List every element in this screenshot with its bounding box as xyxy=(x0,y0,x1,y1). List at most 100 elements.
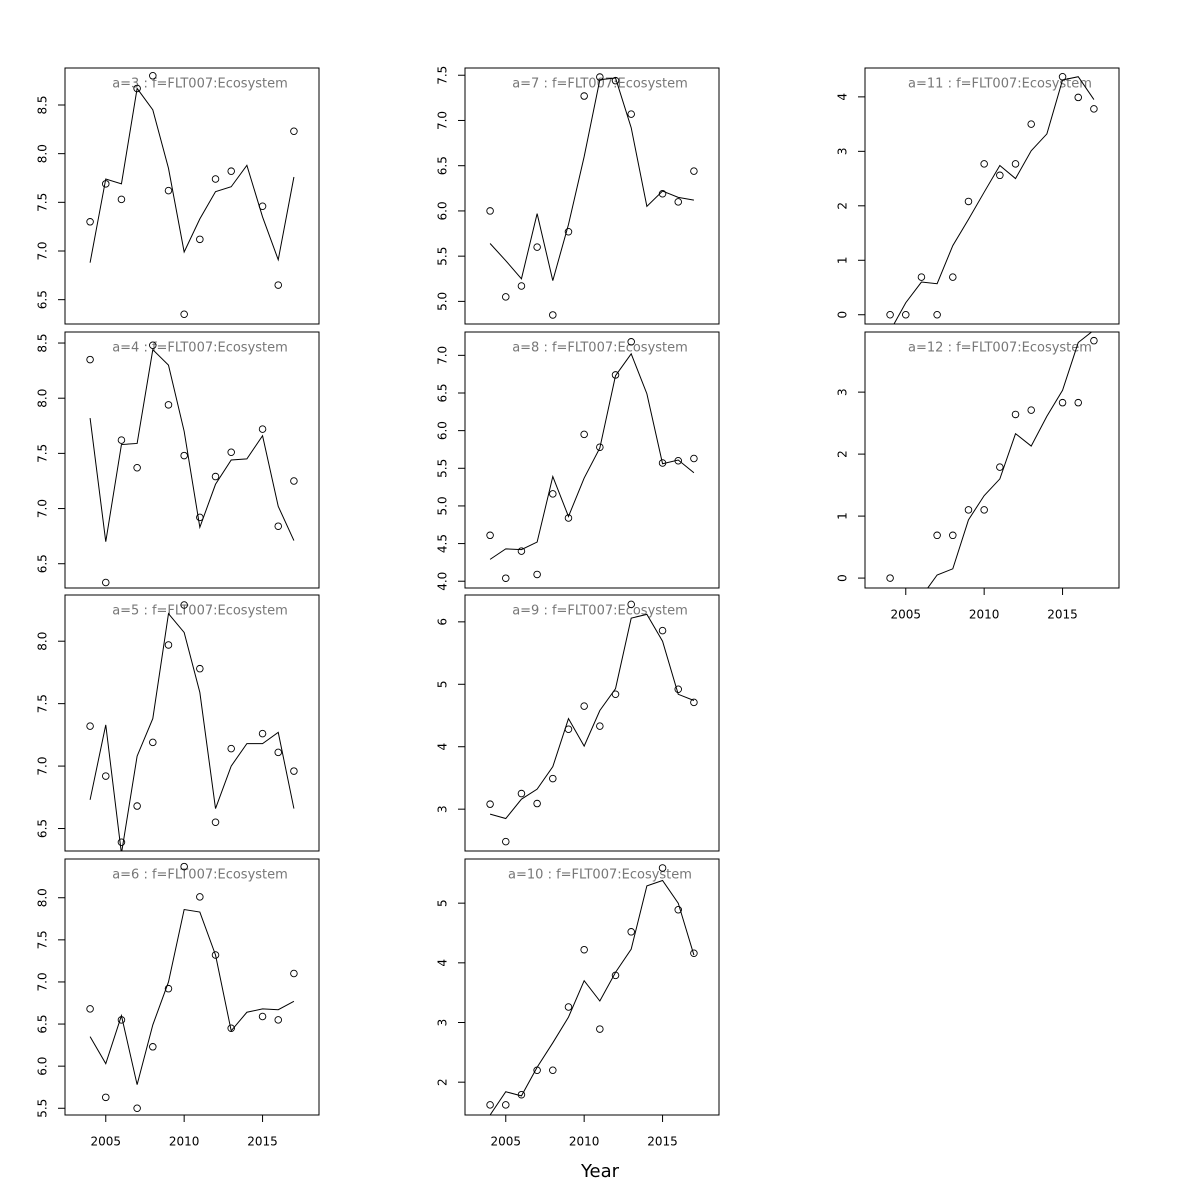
fit-line xyxy=(89,612,295,851)
data-point xyxy=(180,451,188,460)
panel: a=10 : f=FLT007:Ecosystem 2 3 4 5 2005 2010 201… xyxy=(436,858,720,1149)
y-tick-label: 6 xyxy=(436,618,450,626)
data-point xyxy=(502,293,510,301)
y-tick-label: 7.0 xyxy=(36,499,50,518)
data-point xyxy=(274,522,282,530)
fit-line xyxy=(89,87,295,263)
panel-title: a=10 : f=FLT007:Ecosystem xyxy=(508,868,692,883)
y-tick-label: 5 xyxy=(436,899,450,907)
data-point xyxy=(627,928,635,936)
data-point xyxy=(258,425,267,433)
data-point xyxy=(164,401,173,409)
y-tick-label: 7.0 xyxy=(36,972,50,991)
x-tick-label: 2015 xyxy=(247,1135,278,1149)
data-point xyxy=(549,1066,557,1074)
y-tick-label: 2 xyxy=(836,450,850,458)
x-tick-label: 2015 xyxy=(1047,608,1078,622)
data-point xyxy=(627,338,635,346)
data-point xyxy=(133,802,141,810)
panel-title: a=12 : f=FLT007:Ecosystem xyxy=(908,341,1092,356)
y-tick-label: 8.0 xyxy=(36,144,50,163)
x-tick-label: 2005 xyxy=(890,608,921,622)
data-point xyxy=(1074,398,1082,407)
y-tick-label: 7.5 xyxy=(36,930,50,949)
data-point xyxy=(690,698,698,707)
data-point xyxy=(690,454,698,463)
panel-title: a=3 : f=FLT007:Ecosystem xyxy=(112,77,288,92)
data-point xyxy=(180,310,188,319)
data-point xyxy=(564,227,573,236)
y-tick-label: 7.5 xyxy=(36,694,50,713)
data-point xyxy=(502,837,510,846)
data-point xyxy=(658,626,667,635)
y-tick-label: 2 xyxy=(836,202,850,210)
panel-title: a=9 : f=FLT007:Ecosystem xyxy=(512,604,688,619)
panel: a=5 : f=FLT007:Ecosystem 6.5 7.0 7.5 8.0 xyxy=(36,594,320,852)
y-tick-label: 1 xyxy=(836,512,850,520)
fit-line xyxy=(489,879,695,1115)
data-point xyxy=(86,1005,94,1013)
data-point xyxy=(102,578,110,587)
plot-frame xyxy=(864,331,1120,589)
data-point xyxy=(964,197,973,206)
data-point xyxy=(996,171,1004,180)
y-tick-label: 5.0 xyxy=(436,292,450,311)
y-tick-label: 7.5 xyxy=(436,66,450,85)
plot-frame xyxy=(64,331,320,589)
panel-title: a=5 : f=FLT007:Ecosystem xyxy=(112,604,288,619)
data-point xyxy=(674,198,682,206)
data-point xyxy=(180,601,188,609)
y-tick-label: 7.0 xyxy=(36,241,50,260)
panel: a=7 : f=FLT007:Ecosystem 5.0 5.5 6.0 6.5 7.0 7… xyxy=(436,66,720,325)
data-point xyxy=(933,531,941,540)
data-point xyxy=(164,984,173,993)
data-point xyxy=(486,1101,494,1109)
data-point xyxy=(117,195,126,204)
data-point xyxy=(180,862,188,871)
panel: a=6 : f=FLT007:Ecosystem 5.5 6.0 6.5 7.0 7.5 8… xyxy=(36,858,320,1149)
y-tick-label: 6.0 xyxy=(436,201,450,220)
data-point xyxy=(1011,410,1020,419)
data-point xyxy=(580,945,588,954)
data-point xyxy=(117,436,126,444)
data-point xyxy=(164,186,173,195)
fit-line xyxy=(489,613,695,820)
data-point xyxy=(274,1016,282,1024)
data-point xyxy=(274,281,282,289)
data-point xyxy=(611,690,620,699)
data-point xyxy=(86,218,94,226)
panel: a=3 : f=FLT007:Ecosystem 6.5 7.0 7.5 8.0 8.5 xyxy=(36,67,320,325)
data-point xyxy=(290,127,298,136)
y-tick-label: 5 xyxy=(436,680,450,688)
y-tick-label: 6.5 xyxy=(436,383,450,402)
data-point xyxy=(211,818,220,827)
data-point xyxy=(533,799,541,808)
fit-line xyxy=(89,348,295,542)
y-tick-label: 5.5 xyxy=(36,1099,50,1118)
data-point xyxy=(949,531,957,540)
data-point xyxy=(102,772,110,780)
data-point xyxy=(227,448,235,457)
y-tick-label: 6.0 xyxy=(436,421,450,440)
panel-title: a=8 : f=FLT007:Ecosystem xyxy=(512,341,688,356)
y-tick-label: 5.5 xyxy=(436,247,450,266)
x-tick-label: 2010 xyxy=(569,1135,600,1149)
data-point xyxy=(564,1003,573,1011)
y-tick-label: 3 xyxy=(436,805,450,813)
data-point xyxy=(502,574,510,582)
data-point xyxy=(149,72,157,80)
data-point xyxy=(996,463,1004,471)
panel: a=12 : f=FLT007:Ecosystem 0 1 2 3 2005 2010 201… xyxy=(836,331,1120,622)
data-point xyxy=(196,664,204,673)
data-point xyxy=(258,729,267,738)
data-point xyxy=(227,167,235,175)
panel: a=11 : f=FLT007:Ecosystem 0 1 2 3 4 xyxy=(836,67,1120,325)
panel-title: a=7 : f=FLT007:Ecosystem xyxy=(512,77,688,92)
y-tick-label: 6.5 xyxy=(436,156,450,175)
data-point xyxy=(486,207,494,215)
data-point xyxy=(596,1025,604,1033)
data-point xyxy=(258,1012,267,1021)
y-tick-label: 7.0 xyxy=(436,346,450,365)
data-point xyxy=(611,76,620,85)
data-point xyxy=(627,110,635,118)
